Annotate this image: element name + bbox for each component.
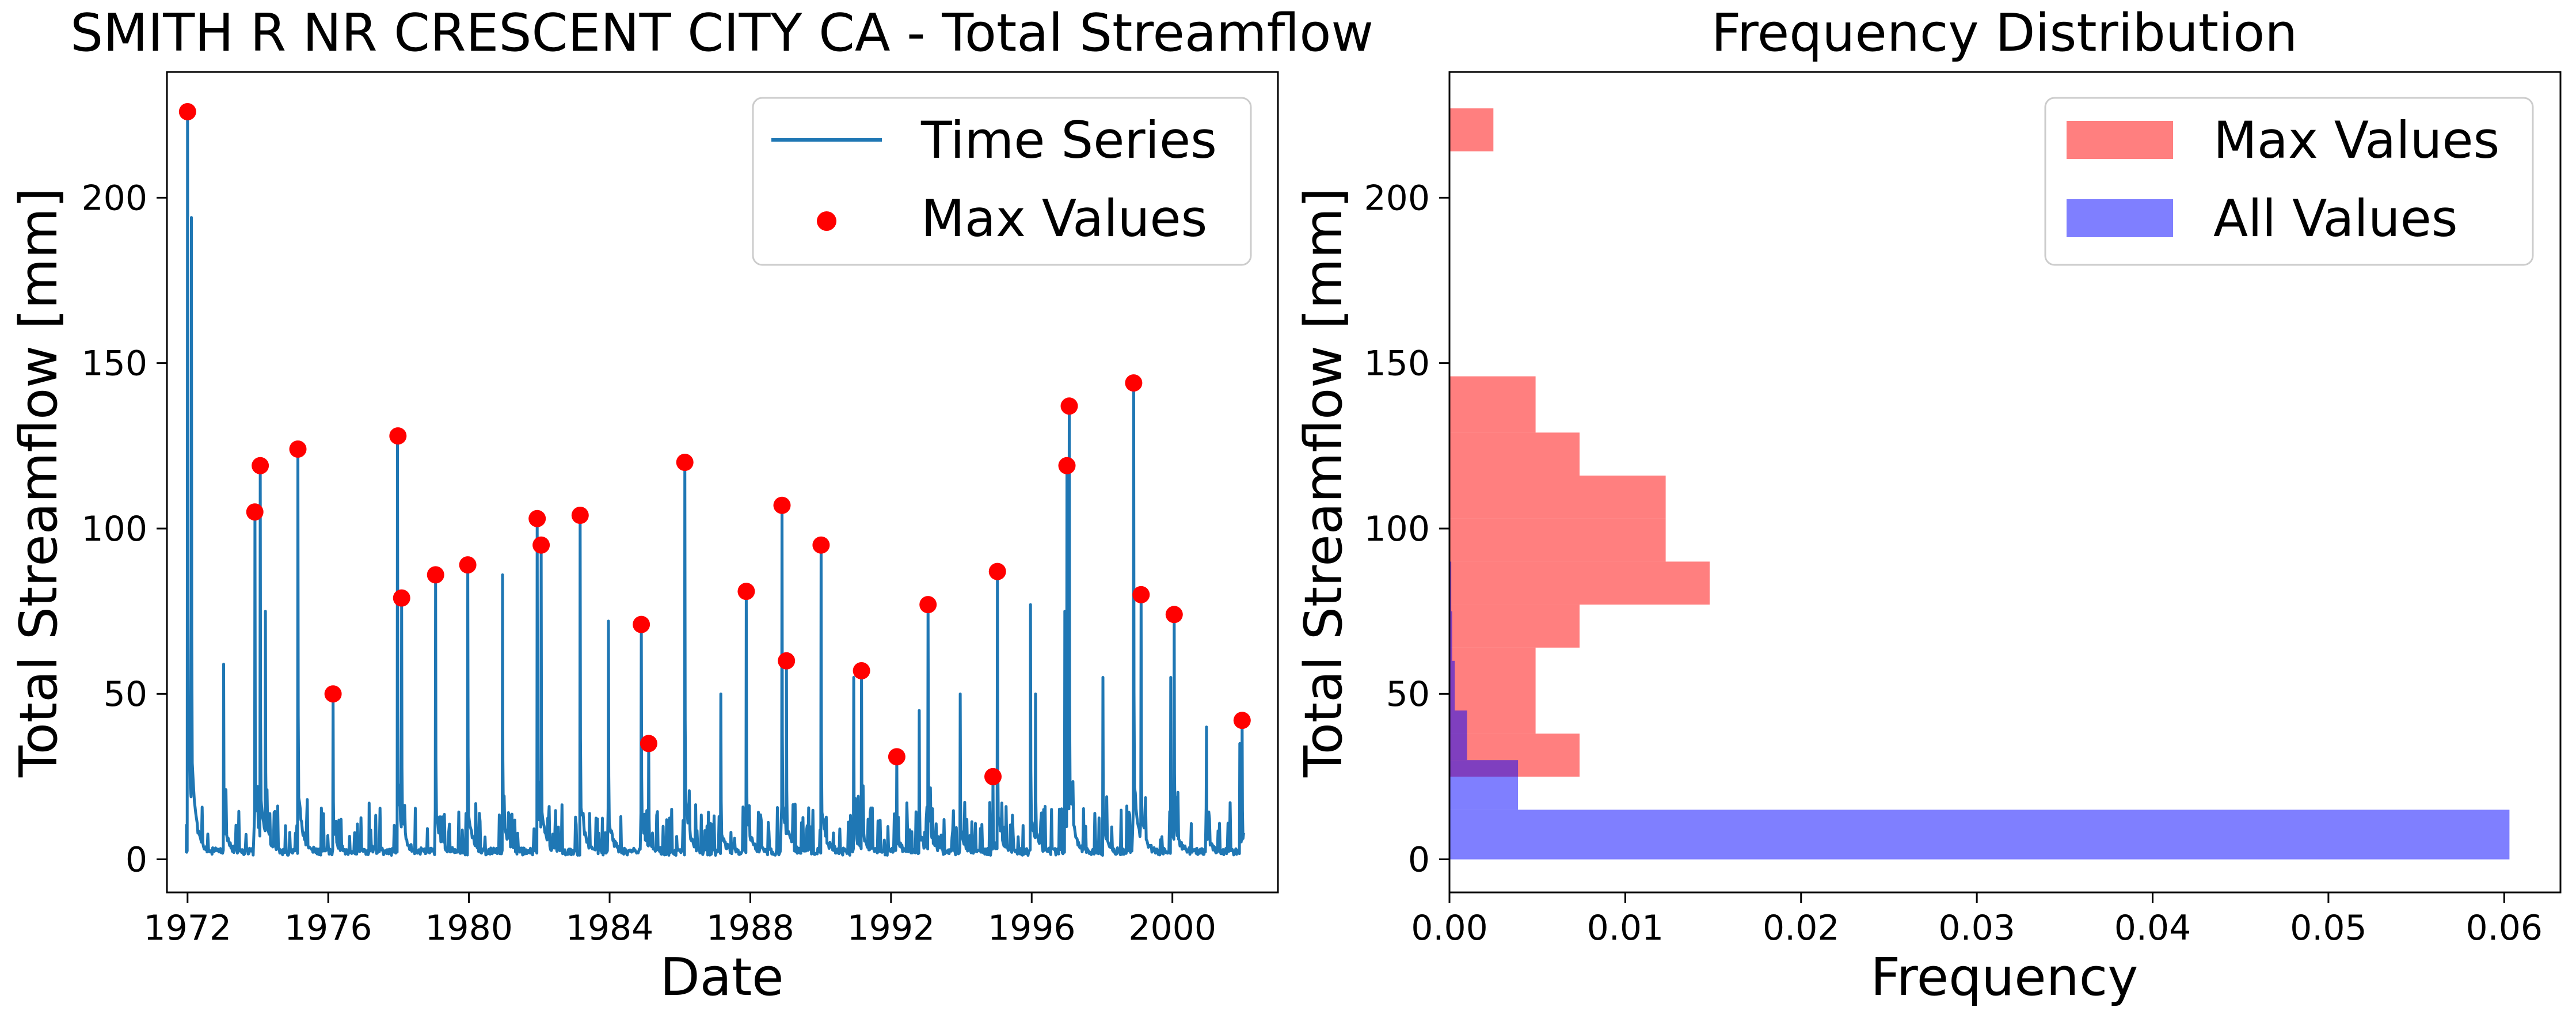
max-values-bin-9 — [1449, 108, 1494, 151]
max-value-point-3 — [289, 440, 307, 458]
time-series-x-tick-label-0: 1972 — [143, 908, 231, 948]
frequency-x-tick-label-4: 0.04 — [2114, 908, 2191, 948]
frequency-x-axis-label: Frequency — [1871, 947, 2139, 1008]
all-values-bin-3 — [1449, 660, 1455, 710]
time-series-x-tick-label-3: 1984 — [566, 908, 654, 948]
max-values-bin-7 — [1449, 432, 1580, 476]
time-series-y-tick-label-1: 50 — [104, 674, 147, 715]
max-value-point-10 — [532, 536, 550, 554]
legend-swatch-all-values — [2067, 199, 2173, 237]
max-value-point-9 — [528, 510, 546, 527]
max-value-point-19 — [853, 662, 870, 679]
max-value-point-28 — [1165, 606, 1183, 624]
max-value-point-12 — [633, 615, 650, 633]
frequency-x-tick-label-0: 0.00 — [1411, 908, 1488, 948]
max-value-point-18 — [812, 536, 830, 554]
max-value-point-1 — [246, 503, 264, 521]
max-value-point-29 — [1233, 712, 1251, 729]
max-value-point-17 — [778, 652, 796, 670]
max-values-bin-5 — [1449, 518, 1666, 562]
all-values-bin-1 — [1449, 760, 1519, 810]
legend-marker-swatch — [817, 211, 836, 231]
frequency-x-tick-label-5: 0.05 — [2290, 908, 2367, 948]
time-series-x-ticks: 1972 1976 1980 1984 1988 1992 1996 2000 — [143, 892, 1216, 948]
time-series-line — [185, 110, 1245, 857]
max-value-point-20 — [888, 748, 905, 766]
frequency-y-tick-label-0: 0 — [1408, 840, 1430, 880]
time-series-data — [178, 103, 1251, 857]
frequency-y-tick-label-2: 100 — [1364, 509, 1430, 549]
time-series-y-ticks: 0 50 100 150 200 — [81, 178, 167, 880]
frequency-x-tick-label-1: 0.01 — [1587, 908, 1664, 948]
max-value-point-13 — [640, 735, 657, 753]
max-values-bin-4 — [1449, 561, 1710, 605]
all-values-bin-4 — [1449, 611, 1452, 661]
time-series-y-tick-label-3: 150 — [81, 344, 147, 384]
max-values-bin-6 — [1449, 476, 1666, 519]
all-values-bin-2 — [1449, 710, 1467, 761]
time-series-title: SMITH R NR CRESCENT CITY CA - Total Stre… — [70, 3, 1373, 63]
max-value-point-2 — [252, 457, 269, 474]
max-value-point-5 — [389, 427, 407, 445]
frequency-y-tick-label-3: 150 — [1364, 344, 1430, 384]
max-values-bin-2 — [1449, 647, 1536, 691]
time-series-panel: SMITH R NR CRESCENT CITY CA - Total Stre… — [9, 3, 1373, 1008]
frequency-x-tick-label-6: 0.06 — [2465, 908, 2543, 948]
max-values-bin-8 — [1449, 376, 1536, 433]
legend-label-time-series: Time Series — [920, 111, 1217, 170]
max-value-point-6 — [393, 589, 410, 607]
frequency-panel: Frequency Distribution 0.00 0.01 0.02 0.03 0… — [1293, 3, 2562, 1008]
frequency-x-tick-label-2: 0.02 — [1763, 908, 1840, 948]
frequency-data — [1449, 108, 2510, 860]
time-series-x-tick-label-7: 2000 — [1128, 908, 1216, 948]
frequency-title: Frequency Distribution — [1711, 3, 2298, 63]
time-series-axes-frame — [166, 71, 1279, 894]
frequency-y-tick-label-4: 200 — [1364, 178, 1430, 218]
max-value-point-16 — [773, 496, 791, 514]
time-series-x-axis-label: Date — [660, 947, 783, 1008]
legend-label-all-values: All Values — [2213, 189, 2458, 248]
max-value-point-22 — [984, 767, 1002, 785]
frequency-x-tick-label-3: 0.03 — [1938, 908, 2015, 948]
max-value-point-11 — [571, 507, 589, 524]
max-value-point-14 — [676, 454, 694, 471]
max-value-point-26 — [1125, 374, 1143, 392]
all-values-bin-5 — [1449, 561, 1452, 611]
time-series-y-tick-label-0: 0 — [125, 840, 147, 880]
max-value-point-23 — [988, 563, 1006, 580]
max-value-point-25 — [1060, 397, 1078, 415]
max-value-point-24 — [1058, 457, 1076, 474]
frequency-y-axis-label: Total Streamflow [mm] — [1293, 188, 1354, 778]
time-series-y-tick-label-2: 100 — [81, 509, 147, 549]
max-value-point-0 — [178, 103, 196, 120]
all-values-bin-0 — [1449, 810, 2510, 860]
time-series-y-axis-label: Total Streamflow [mm] — [9, 188, 69, 778]
max-values-bin-3 — [1449, 605, 1580, 648]
legend-label-max-values: Max Values — [921, 189, 1207, 248]
legend-label-max-values-hist: Max Values — [2213, 111, 2499, 170]
max-value-point-4 — [324, 685, 342, 703]
max-value-point-8 — [459, 556, 477, 574]
legend-swatch-max-values — [2067, 121, 2173, 159]
frequency-legend: Max Values All Values — [2044, 97, 2534, 266]
frequency-y-ticks: 0 50 100 150 200 — [1364, 178, 1449, 880]
max-value-point-27 — [1132, 586, 1150, 603]
max-value-point-21 — [919, 596, 937, 614]
time-series-x-tick-label-5: 1992 — [847, 908, 935, 948]
max-value-point-15 — [737, 583, 755, 601]
time-series-x-tick-label-4: 1988 — [706, 908, 794, 948]
time-series-legend: Time Series Max Values — [752, 97, 1252, 266]
time-series-x-tick-label-6: 1996 — [988, 908, 1076, 948]
frequency-axes-frame — [1448, 71, 2562, 894]
time-series-x-tick-label-1: 1976 — [284, 908, 372, 948]
frequency-y-tick-label-1: 50 — [1386, 674, 1430, 715]
time-series-y-tick-label-4: 200 — [81, 178, 147, 218]
time-series-x-tick-label-2: 1980 — [425, 908, 513, 948]
max-value-point-7 — [427, 566, 444, 584]
frequency-x-ticks: 0.00 0.01 0.02 0.03 0.04 0.05 0.06 — [1411, 892, 2543, 948]
